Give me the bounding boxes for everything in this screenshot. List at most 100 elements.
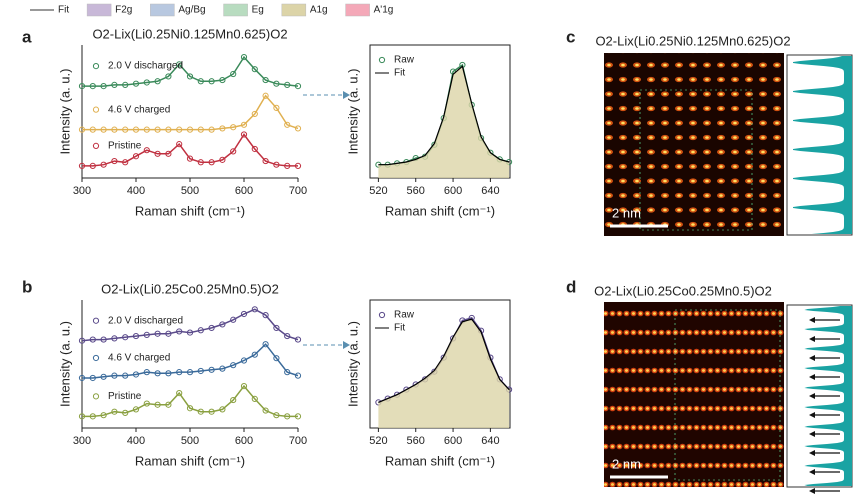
legend-label: Fit bbox=[58, 5, 69, 16]
region-box bbox=[639, 89, 753, 231]
data-point bbox=[284, 332, 291, 340]
data-point bbox=[154, 78, 161, 85]
data-point bbox=[240, 131, 248, 138]
data-point bbox=[273, 80, 280, 87]
top-legend: Fit F2g Ag/Bg Eg A1g A'1g bbox=[30, 3, 393, 17]
x-axis-label: Raman shift (cm⁻¹) bbox=[385, 203, 495, 218]
data-point bbox=[197, 78, 204, 85]
intensity-profile bbox=[793, 56, 852, 234]
y-axis-label: Intensity (a. u.) bbox=[345, 321, 360, 407]
data-point bbox=[251, 351, 258, 358]
data-point bbox=[132, 80, 140, 87]
data-point bbox=[186, 126, 194, 133]
x-tick-label: 300 bbox=[73, 435, 91, 447]
data-point bbox=[294, 83, 302, 90]
data-point bbox=[143, 369, 150, 376]
x-axis-label: Raman shift (cm⁻¹) bbox=[385, 453, 495, 468]
data-point bbox=[165, 330, 172, 337]
data-point bbox=[294, 125, 302, 132]
region-box bbox=[674, 309, 781, 481]
area bbox=[378, 319, 510, 428]
data-point bbox=[78, 162, 86, 170]
legend-label: 4.6 V charged bbox=[108, 353, 170, 364]
data-point bbox=[240, 310, 248, 318]
data-point bbox=[165, 150, 172, 157]
area bbox=[378, 66, 510, 178]
arrow-head bbox=[809, 336, 815, 342]
data-point bbox=[262, 76, 269, 84]
data-point bbox=[89, 162, 96, 170]
x-tick-label: 640 bbox=[481, 435, 499, 447]
x-tick-label: 500 bbox=[181, 185, 199, 197]
data-point bbox=[176, 369, 183, 376]
data-point bbox=[208, 408, 215, 415]
arrow-head bbox=[809, 355, 815, 361]
data-point bbox=[78, 374, 86, 382]
data-point bbox=[186, 329, 194, 336]
data-point bbox=[284, 121, 291, 128]
image-title: O2-Lix(Li0.25Ni0.125Mn0.625)O2 bbox=[595, 33, 790, 48]
data-point bbox=[143, 126, 150, 133]
data-point bbox=[230, 316, 237, 323]
data-point bbox=[89, 374, 96, 382]
series-line bbox=[378, 318, 510, 403]
data-point bbox=[240, 383, 248, 390]
x-tick-label: 500 bbox=[181, 435, 199, 447]
data-point bbox=[111, 157, 118, 165]
x-tick-label: 600 bbox=[235, 435, 253, 447]
data-point bbox=[100, 373, 107, 380]
arrow-head bbox=[343, 341, 350, 349]
data-point bbox=[122, 81, 129, 89]
data-point bbox=[122, 372, 129, 379]
arrow-head bbox=[809, 469, 815, 475]
data-point bbox=[230, 396, 237, 404]
data-point bbox=[219, 156, 226, 163]
legend-label: Fit bbox=[394, 323, 405, 334]
data-point bbox=[165, 401, 172, 408]
legend-label: 2.0 V discharged bbox=[108, 61, 183, 72]
data-point bbox=[273, 104, 280, 111]
data-point bbox=[100, 412, 107, 419]
x-axis-label: Raman shift (cm⁻¹) bbox=[135, 203, 245, 218]
data-point bbox=[186, 73, 194, 80]
legend-marker bbox=[92, 354, 100, 362]
data-point bbox=[165, 370, 172, 377]
data-point bbox=[230, 124, 237, 131]
arrow-head bbox=[343, 91, 350, 99]
data-point bbox=[111, 372, 118, 379]
data-point bbox=[208, 78, 215, 85]
arrow-head bbox=[809, 431, 815, 437]
data-point bbox=[154, 401, 161, 408]
arrow-head bbox=[809, 450, 815, 456]
data-point bbox=[165, 126, 172, 133]
data-point bbox=[89, 126, 96, 133]
x-tick-label: 300 bbox=[73, 185, 91, 197]
arrow-head bbox=[809, 393, 815, 399]
data-point bbox=[240, 53, 248, 61]
series-line bbox=[378, 65, 510, 166]
x-tick-label: 640 bbox=[481, 185, 499, 197]
x-tick-label: 600 bbox=[444, 185, 462, 197]
legend-marker bbox=[378, 311, 386, 319]
data-point bbox=[230, 70, 237, 78]
data-point bbox=[176, 389, 183, 397]
data-point bbox=[186, 405, 194, 412]
data-point bbox=[251, 306, 258, 313]
data-point bbox=[273, 161, 280, 168]
panel-letter: c bbox=[566, 27, 575, 46]
data-point bbox=[122, 159, 129, 166]
scale-label: 2 nm bbox=[612, 456, 641, 471]
data-point bbox=[100, 126, 107, 133]
x-tick-label: 700 bbox=[289, 435, 307, 447]
chart-title: O2-Lix(Li0.25Co0.25Mn0.5)O2 bbox=[101, 281, 279, 296]
series-line bbox=[82, 94, 299, 131]
arrows bbox=[809, 317, 840, 494]
legend-marker bbox=[92, 63, 100, 70]
data-point bbox=[154, 330, 161, 337]
chart-title: O2-Lix(Li0.25Ni0.125Mn0.625)O2 bbox=[92, 26, 287, 41]
legend-swatch bbox=[86, 3, 112, 17]
data-point bbox=[122, 409, 129, 416]
legend-swatch bbox=[345, 3, 370, 17]
y-axis-label: Intensity (a. u.) bbox=[345, 69, 360, 155]
